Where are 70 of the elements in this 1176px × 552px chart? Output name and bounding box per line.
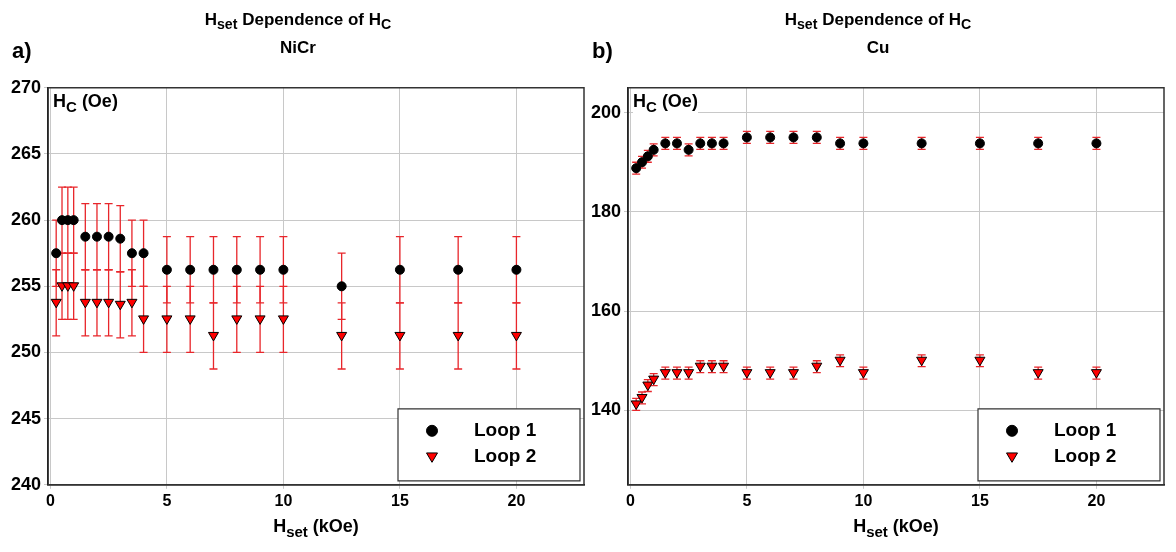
point	[453, 264, 464, 275]
point	[103, 298, 115, 309]
y-axis-title: H$_{C}$ (Oe)	[633, 90, 698, 115]
x-tick-label: 5	[162, 491, 172, 509]
x-axis-title: H$_{set}$ (kOe)	[272, 516, 360, 540]
point	[50, 298, 62, 309]
y-axis-title: H$_{C}$ (Oe)	[53, 90, 118, 115]
text: a)	[12, 38, 32, 64]
x-tick-label: 15	[391, 491, 409, 509]
legend-label: Loop 2	[474, 445, 537, 467]
legend-label: Loop 2	[1054, 445, 1117, 467]
point	[231, 315, 243, 325]
x-tick-label: 5	[742, 491, 752, 509]
y-tick-label: 260	[10, 209, 42, 230]
chart-title: H$_{set}$ Dependence of H$_{C}$	[203, 10, 393, 33]
point	[511, 264, 522, 275]
point	[185, 264, 196, 275]
x-tick-label: 15	[971, 491, 989, 509]
point	[510, 331, 522, 342]
y-tick-label: 265	[10, 142, 42, 163]
x-tick-label: 10	[274, 491, 293, 509]
y-tick-label: 245	[10, 407, 42, 428]
point	[277, 315, 289, 325]
x-tick-label: 10	[854, 491, 873, 509]
y-tick-label: 270	[10, 76, 42, 97]
y-tick-label: 200	[590, 101, 622, 122]
point	[394, 264, 405, 275]
point	[126, 248, 137, 259]
point	[103, 231, 114, 242]
y-tick-label: 140	[590, 399, 622, 420]
point	[336, 331, 348, 342]
point	[80, 231, 91, 242]
legend-label: Loop 1	[474, 419, 537, 441]
y-tick-label: 240	[10, 473, 42, 494]
y-tick-label: 160	[590, 300, 622, 321]
y-tick-label: 255	[10, 275, 42, 296]
y-tick-label: 250	[10, 341, 42, 362]
point	[208, 264, 219, 275]
y-tick-label: 180	[590, 200, 622, 221]
x-tick-label: 20	[1087, 491, 1106, 509]
point	[161, 315, 173, 325]
chart-subtitle: Cu	[866, 38, 890, 57]
point	[138, 315, 150, 325]
point	[126, 298, 138, 309]
point	[114, 300, 126, 311]
point	[336, 281, 347, 292]
point	[79, 298, 91, 309]
point	[231, 264, 242, 275]
x-tick-label: 0	[625, 491, 635, 509]
legend-label: Loop 1	[1054, 419, 1117, 441]
chart-subtitle: NiCr	[280, 38, 316, 57]
point	[184, 315, 196, 325]
point	[51, 248, 62, 259]
point	[255, 264, 266, 275]
point	[452, 331, 464, 342]
chart-title: H$_{set}$ Dependence of H$_{C}$	[783, 10, 973, 33]
x-axis-title: H$_{set}$ (kOe)	[852, 516, 940, 540]
text: b)	[592, 38, 613, 64]
point	[91, 231, 102, 242]
point	[254, 315, 266, 325]
point	[68, 282, 80, 292]
x-tick-label: 0	[45, 491, 55, 509]
point	[278, 264, 289, 275]
point	[207, 331, 219, 342]
point	[91, 298, 103, 309]
x-tick-label: 20	[507, 491, 526, 509]
point	[115, 233, 126, 244]
point	[138, 248, 149, 259]
point	[161, 264, 172, 275]
point	[394, 331, 406, 342]
